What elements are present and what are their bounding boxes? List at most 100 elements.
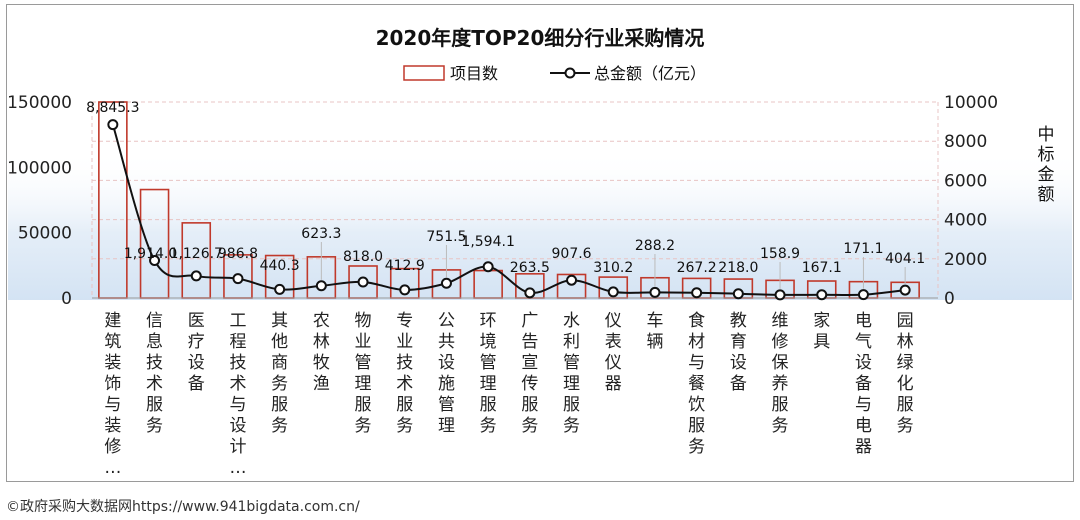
category-label-char: 筑 [104,332,121,352]
category-label-char: 与 [229,395,246,415]
category-label-char: 服 [146,395,163,415]
category-label-char: 水 [563,311,580,331]
category-label-char: 环 [480,311,497,331]
category-label-char: 商 [271,353,288,373]
category-label-char: 饰 [104,374,121,394]
category-label-char: 保 [772,353,789,373]
category-label-char: 电 [855,416,872,436]
category-label-char: 务 [271,416,288,436]
category-label-char: 管 [480,353,497,373]
category-label-char: 广 [521,311,538,331]
line-marker [649,286,661,298]
category-label-char: 他 [271,332,288,352]
chart-frame [6,4,1074,482]
category-label-char: 教 [730,311,747,331]
data-label: 167.1 [802,260,842,276]
data-label: 310.2 [593,260,633,276]
category-label-char: 林 [897,332,914,352]
legend-line-label: 总金额（亿元） [594,64,706,83]
category-label-char: 施 [438,374,455,394]
category-label-char: 告 [521,332,538,352]
line-marker [524,287,536,299]
category-label-char: 业 [396,332,413,352]
line-marker [232,273,244,285]
category-label-char: 设 [730,353,747,373]
category-label-char: … [104,458,121,478]
category-label-char: 与 [688,353,705,373]
line-marker [857,289,869,301]
category-label-char: 设 [855,353,872,373]
data-label: 440.3 [260,258,300,274]
category-label-char: 管 [355,353,372,373]
category-label-char: 农 [313,311,330,331]
category-label-char: 宣 [521,353,538,373]
category-label-char: 服 [480,395,497,415]
category-label-char: 务 [688,437,705,457]
category-label-char: 计 [229,437,246,457]
y-tick-label: 100000 [7,158,72,178]
category-label-char: 林 [313,332,330,352]
category-label-char: 利 [563,332,580,352]
legend-bar-label: 项目数 [450,64,498,83]
category-label-char: 共 [438,332,455,352]
category-label-char: 术 [146,374,163,394]
category-label-char: 备 [855,374,872,394]
category-label-char: 与 [855,395,872,415]
category-label-char: 务 [146,416,163,436]
line-marker [357,276,369,288]
line-marker [482,261,494,273]
data-label: 171.1 [843,241,883,257]
category-label-char: 管 [563,353,580,373]
category-label-char: 具 [813,332,830,352]
category-label-char: 信 [146,311,163,331]
category-label-char: 餐 [688,374,705,394]
line-marker [149,254,161,266]
category-label-char: 务 [355,416,372,436]
category-label-char: 服 [897,395,914,415]
category-label-char: 修 [104,437,121,457]
category-label-char: 备 [730,374,747,394]
y2-axis-label-char: 标 [1038,145,1055,165]
data-label: 8,845.3 [86,100,139,116]
category-label-char: 育 [730,332,747,352]
data-label: 1,594.1 [461,234,514,250]
line-marker [816,289,828,301]
data-label: 263.5 [510,260,550,276]
category-label-char: 辆 [646,332,663,352]
category-label-char: 术 [396,374,413,394]
category-label-char: 服 [271,395,288,415]
category-label-char: 务 [772,416,789,436]
category-label-char: 公 [438,311,455,331]
category-label-char: 维 [772,311,789,331]
data-label: 1,126.7 [170,246,223,262]
category-label-char: 业 [355,332,372,352]
category-label-char: 装 [104,416,121,436]
line-marker [607,286,619,298]
data-label: 986.8 [218,246,258,262]
data-label: 412.9 [385,258,425,274]
category-label-char: 绿 [897,353,914,373]
legend-bar-swatch [403,65,445,81]
data-label: 818.0 [343,249,383,265]
category-label-char: 电 [855,311,872,331]
y-tick-label: 150000 [7,93,72,113]
data-label: 751.5 [426,229,466,245]
data-label: 1,914.0 [124,246,177,262]
category-label-char: 设 [229,416,246,436]
category-label-char: 务 [521,416,538,436]
data-label: 218.0 [718,260,758,276]
y2-axis-label-char: 额 [1038,185,1055,205]
category-label-char: 器 [605,374,622,394]
category-label-char: 与 [104,395,121,415]
category-label-char: 渔 [313,374,330,394]
line-marker [899,284,911,296]
y2-tick-label: 8000 [944,132,987,152]
category-label-char: 务 [897,416,914,436]
y2-axis-label-char: 中 [1038,125,1055,145]
category-label-char: 服 [772,395,789,415]
category-label-char: 食 [688,311,705,331]
category-label-char: 服 [355,395,372,415]
category-label-char: … [229,458,246,478]
line-marker [691,287,703,299]
